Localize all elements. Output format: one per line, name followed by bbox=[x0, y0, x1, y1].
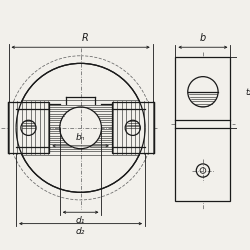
Text: bₙ: bₙ bbox=[76, 133, 85, 142]
Text: R: R bbox=[82, 34, 89, 43]
Text: b: b bbox=[200, 34, 206, 43]
Text: t₂: t₂ bbox=[246, 88, 250, 97]
Bar bbox=[176, 57, 231, 201]
Text: d₂: d₂ bbox=[76, 228, 85, 236]
Bar bbox=[112, 102, 154, 154]
Text: d₁: d₁ bbox=[76, 216, 85, 225]
Bar bbox=[8, 102, 49, 154]
